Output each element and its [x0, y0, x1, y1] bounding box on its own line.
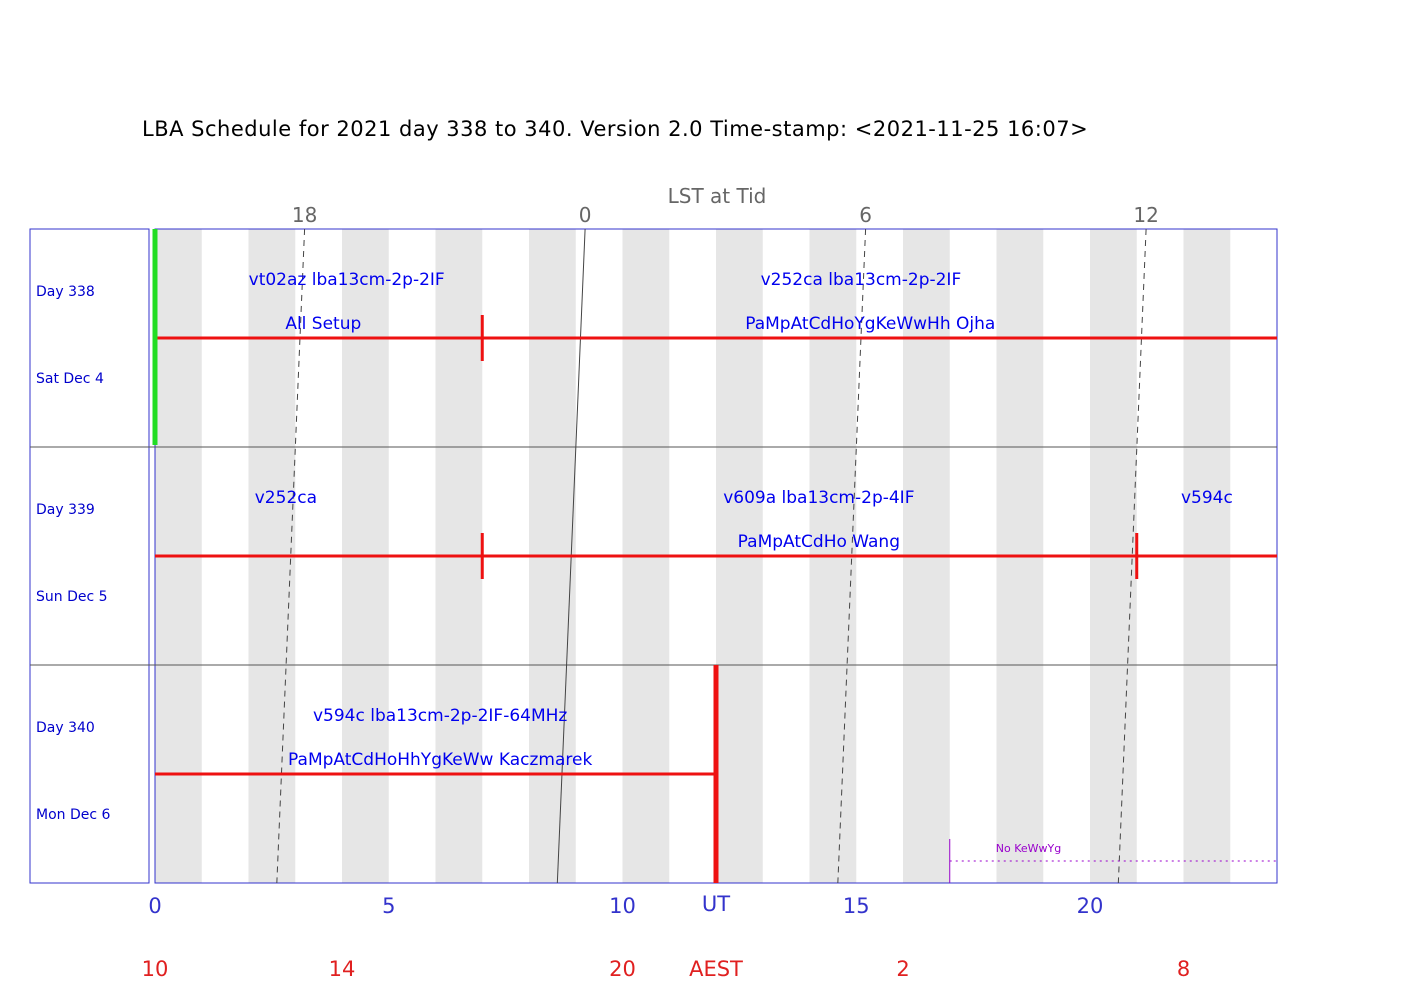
- aest-tick-label: 8: [1177, 957, 1190, 981]
- stations-label: PaMpAtCdHoHhYgKeWw Kaczmarek: [288, 750, 592, 770]
- experiment-label: v609a lba13cm-2p-4IF: [723, 488, 914, 508]
- day-rows: Day 338 Sat Dec 4 vt02az lba13cm-2p-2IF All…: [36, 229, 1277, 883]
- ut-tick-label: 20: [1077, 894, 1104, 918]
- lst-tick-label: 12: [1133, 203, 1158, 227]
- day-date-label: Sun Dec 5: [36, 589, 108, 605]
- lst-axis-label: LST at Tid: [668, 184, 767, 208]
- day-date-label: Sat Dec 4: [36, 371, 104, 387]
- aest-tick-label: 10: [142, 957, 169, 981]
- experiment-label: v594c lba13cm-2p-2IF-64MHz: [313, 706, 567, 726]
- day-row: Day 340 Mon Dec 6 v594c lba13cm-2p-2IF-64M…: [36, 665, 1277, 883]
- day-number-label: Day 340: [36, 720, 95, 736]
- ut-tick-label: 15: [843, 894, 870, 918]
- day-number-label: Day 339: [36, 502, 95, 518]
- experiment-label: v252ca lba13cm-2p-2IF: [761, 270, 962, 290]
- ut-tick-label: 5: [382, 894, 395, 918]
- lst-tick-label: 18: [292, 203, 317, 227]
- lst-tick-label: 0: [579, 203, 592, 227]
- stations-label: All Setup: [285, 314, 361, 334]
- experiment-label: v594c: [1181, 488, 1233, 508]
- lst-tick-label: 6: [859, 203, 872, 227]
- aest-tick-label: 20: [609, 957, 636, 981]
- aest-axis-label: AEST: [689, 957, 743, 981]
- day-label-frame: [29, 228, 150, 884]
- time-axes: 18 0 6 12 0 5 10 15 20 UT 10 14 20 2 8 AEST: [142, 203, 1191, 981]
- day-date-label: Mon Dec 6: [36, 807, 111, 823]
- ut-tick-label: 10: [609, 894, 636, 918]
- stations-label: PaMpAtCdHoYgKeWwHh Ojha: [745, 314, 995, 334]
- ut-axis-label: UT: [702, 892, 730, 916]
- day-row: Day 338 Sat Dec 4 vt02az lba13cm-2p-2IF All…: [36, 229, 1277, 445]
- aest-tick-label: 2: [896, 957, 909, 981]
- ut-tick-label: 0: [148, 894, 161, 918]
- chart-title: LBA Schedule for 2021 day 338 to 340. Ve…: [142, 117, 1088, 141]
- note-label: No KeWwYg: [996, 842, 1061, 855]
- day-row: Day 339 Sun Dec 5 v252ca v609a lba13cm-2p-4…: [36, 488, 1277, 605]
- aest-tick-label: 14: [329, 957, 356, 981]
- experiment-label: v252ca: [255, 488, 317, 508]
- experiment-label: vt02az lba13cm-2p-2IF: [249, 270, 445, 290]
- day-number-label: Day 338: [36, 284, 95, 300]
- stations-label: PaMpAtCdHo Wang: [738, 532, 900, 552]
